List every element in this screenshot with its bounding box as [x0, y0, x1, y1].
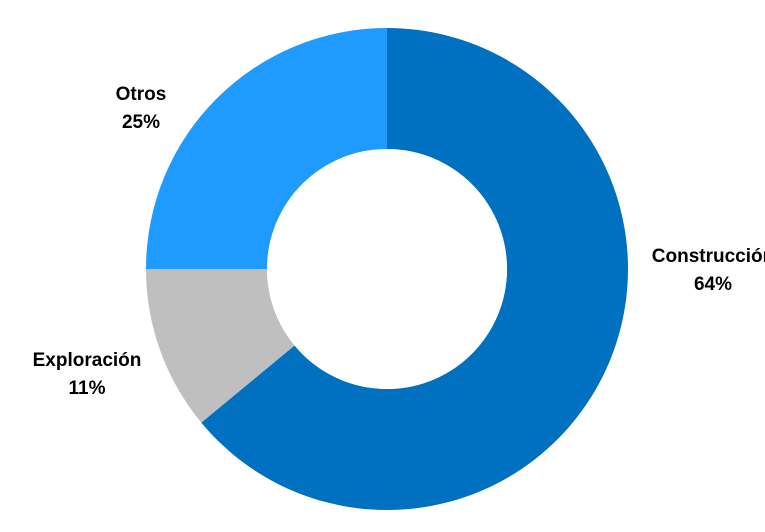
donut-hole	[267, 149, 507, 389]
slice-label-otros: Otros	[116, 84, 167, 105]
donut-slice-exploracion	[146, 269, 295, 423]
slices-layer	[146, 28, 629, 511]
donut-slice-construccion	[201, 28, 629, 511]
slice-label-exploracion: Exploración	[33, 350, 142, 371]
slice-value-exploracion: 11%	[69, 378, 106, 399]
slice-value-otros: 25%	[122, 112, 160, 133]
slice-value-construccion: 64%	[694, 274, 732, 295]
slice-label-construccion: Construcción	[652, 246, 765, 267]
donut-slice-otros	[146, 28, 387, 269]
